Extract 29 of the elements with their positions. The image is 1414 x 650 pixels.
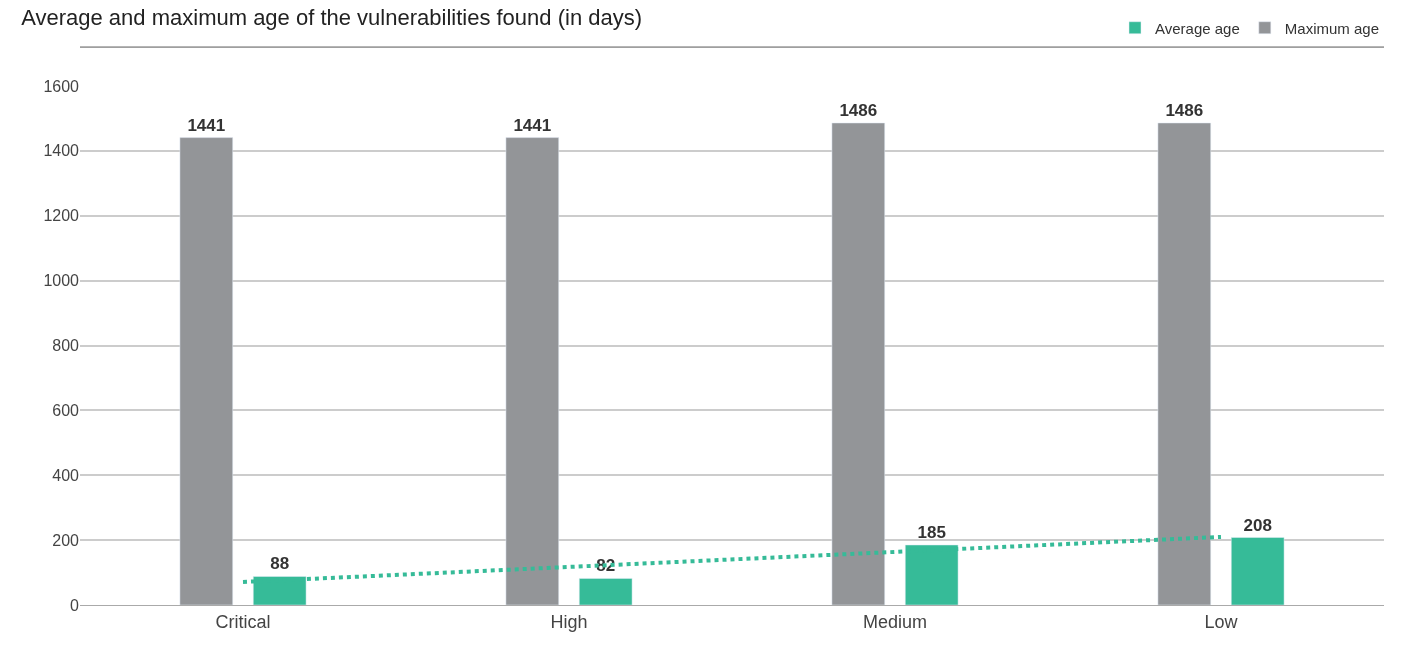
y-tick-label: 1000	[43, 272, 80, 290]
y-tick-label: 0	[70, 596, 80, 614]
data-label: 1441	[187, 115, 226, 135]
data-label: 88	[270, 554, 290, 574]
bar	[831, 122, 885, 605]
y-tick-label: 1600	[43, 77, 80, 95]
x-tick-label: Critical	[215, 611, 271, 632]
bar	[505, 137, 559, 605]
legend-label: Maximum age	[1284, 19, 1379, 37]
y-tick-label: 800	[52, 337, 80, 355]
y-tick-label: 1400	[43, 142, 80, 160]
bar	[1231, 537, 1285, 605]
legend-label: Average age	[1155, 19, 1240, 37]
y-tick-label: 400	[52, 466, 80, 484]
x-tick-label: Low	[1204, 611, 1239, 632]
bar	[179, 137, 233, 605]
data-label: 1486	[839, 100, 878, 120]
bar	[1157, 122, 1211, 605]
data-label: 1486	[1165, 100, 1204, 120]
data-label: 1441	[513, 115, 552, 135]
y-tick-label: 200	[52, 531, 80, 549]
data-label: 208	[1243, 515, 1272, 535]
bar	[579, 578, 633, 605]
chart-title: Average and maximum age of the vulnerabilities found (in days)	[21, 5, 643, 31]
y-tick-label: 600	[52, 401, 80, 419]
x-tick-label: Medium	[862, 611, 928, 632]
data-label: 185	[917, 522, 946, 542]
y-tick-label: 1200	[43, 207, 80, 225]
x-tick-label: High	[550, 611, 588, 632]
